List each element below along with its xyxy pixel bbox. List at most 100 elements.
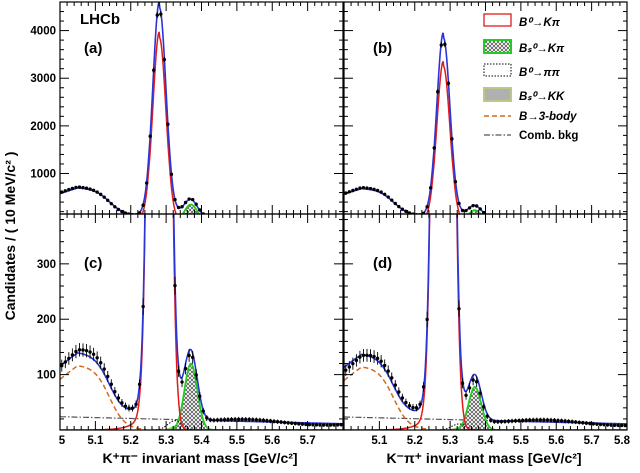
data-marker — [517, 418, 521, 423]
data-point — [453, 179, 458, 184]
data-point — [514, 215, 517, 218]
data-marker — [358, 186, 362, 190]
data-point — [443, 41, 447, 48]
data-point — [300, 422, 305, 426]
data-point — [425, 205, 429, 209]
data-point — [598, 422, 603, 427]
data-marker — [297, 217, 300, 220]
data-point — [595, 217, 598, 220]
data-marker — [344, 368, 348, 372]
data-point — [400, 207, 405, 211]
data-point — [521, 215, 524, 218]
experiment-label: LHCb — [80, 11, 120, 28]
data-point — [145, 66, 148, 94]
data-marker — [532, 216, 535, 219]
data-marker — [566, 419, 571, 424]
data-point — [474, 204, 479, 208]
data-point — [63, 355, 68, 369]
data-marker — [354, 187, 359, 191]
y-tick-label: 1000 — [30, 169, 56, 181]
data-marker — [194, 202, 198, 206]
data-marker — [67, 187, 71, 192]
data-point — [180, 376, 184, 388]
data-point — [539, 216, 542, 219]
data-marker — [510, 419, 514, 423]
data-marker — [169, 172, 174, 177]
data-marker — [524, 215, 527, 218]
data-marker — [520, 418, 525, 423]
data-marker — [70, 186, 75, 191]
data-point — [524, 215, 527, 218]
data-point — [222, 417, 227, 423]
x-tick-label: 5.2 — [407, 435, 423, 447]
data-marker — [453, 179, 458, 184]
data-marker — [258, 216, 261, 219]
data-point — [240, 416, 244, 422]
data-point — [520, 418, 525, 423]
data-marker — [605, 423, 610, 427]
data-marker — [538, 418, 543, 422]
data-point — [379, 190, 383, 194]
data-point — [283, 217, 286, 220]
data-marker — [499, 419, 504, 424]
data-marker — [201, 409, 205, 413]
data-point — [144, 181, 149, 185]
data-point — [556, 216, 559, 219]
data-point — [272, 419, 276, 424]
data-point — [390, 372, 394, 384]
data-marker — [67, 356, 71, 361]
data-point — [336, 217, 339, 220]
data-marker — [74, 349, 78, 354]
data-marker — [404, 400, 408, 405]
data-marker — [493, 215, 496, 218]
data-marker — [454, 87, 457, 90]
data-marker — [81, 185, 85, 190]
data-marker — [581, 217, 584, 220]
data-point — [159, 10, 163, 18]
data-point — [113, 205, 117, 209]
axis-ticks: 1000 2000 3000 4000 100 200 300 5 5.1 5.2 5.3 5.4 5.… — [30, 1, 631, 447]
data-marker — [443, 42, 447, 47]
data-point — [123, 402, 128, 410]
data-point — [464, 208, 468, 213]
data-marker — [585, 217, 588, 220]
data-point — [290, 217, 293, 220]
data-marker — [560, 216, 563, 219]
data-point — [307, 422, 312, 427]
data-point — [471, 374, 475, 386]
data-point — [531, 417, 535, 423]
data-marker — [91, 188, 96, 193]
data-marker — [482, 405, 486, 409]
data-marker — [400, 207, 405, 211]
data-marker — [301, 217, 304, 220]
data-marker — [198, 394, 202, 398]
data-point — [361, 348, 366, 362]
data-point — [344, 364, 348, 376]
data-marker — [503, 215, 506, 218]
data-point — [358, 186, 362, 190]
data-marker — [379, 190, 383, 194]
data-point — [268, 418, 273, 424]
data-marker — [425, 205, 429, 209]
data-point — [460, 208, 465, 213]
data-point — [314, 423, 319, 427]
data-marker — [120, 401, 124, 405]
data-marker — [425, 317, 429, 322]
data-point — [616, 217, 619, 220]
data-marker — [542, 216, 545, 219]
data-point — [578, 217, 581, 220]
panel-b — [344, 32, 619, 220]
data-marker — [130, 406, 135, 410]
data-marker — [606, 217, 609, 220]
data-point — [255, 216, 258, 219]
data-marker — [390, 198, 394, 202]
data-point — [81, 343, 85, 357]
data-marker — [166, 122, 170, 126]
data-point — [602, 217, 605, 220]
data-point — [176, 365, 181, 377]
data-marker — [190, 355, 195, 360]
data-point — [499, 419, 504, 424]
data-point — [560, 216, 563, 219]
data-point — [354, 354, 359, 367]
data-marker — [556, 418, 560, 423]
